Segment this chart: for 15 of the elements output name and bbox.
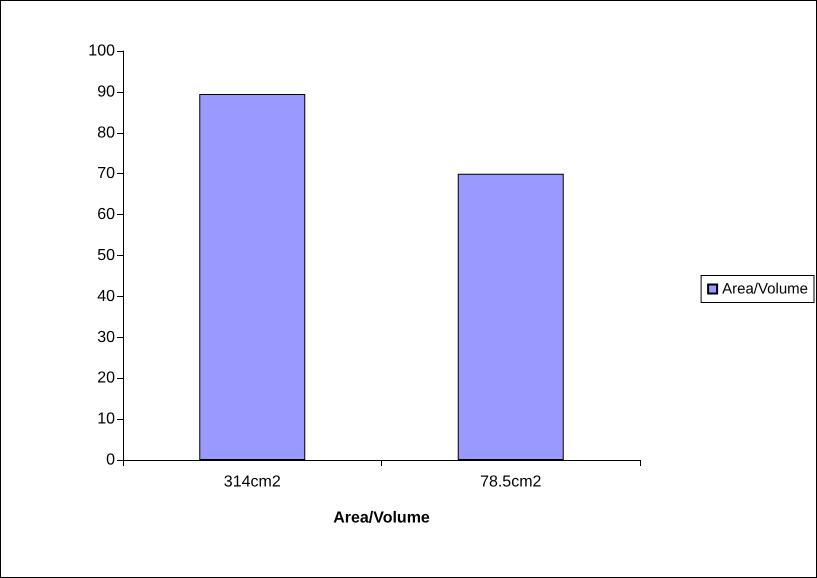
y-tick-label: 100 [88, 42, 116, 60]
y-tick-label: 50 [97, 247, 116, 264]
x-tick-label: 314cm2 [224, 474, 281, 490]
y-tick-label: 0 [106, 452, 116, 468]
y-tick-label: 30 [97, 328, 116, 346]
legend-label: Area/Volume [722, 280, 808, 298]
x-axis-title: Area/Volume [333, 510, 430, 526]
y-tick-label: 20 [97, 370, 116, 387]
y-tick-label: 60 [97, 206, 116, 224]
y-tick-label: 10 [97, 410, 116, 428]
x-tick-label: 78.5cm2 [480, 474, 542, 490]
y-tick-label: 70 [97, 165, 116, 182]
y-tick-label: 90 [97, 83, 116, 100]
y-tick-label: 40 [97, 288, 116, 305]
y-tick-label: 80 [97, 124, 116, 142]
